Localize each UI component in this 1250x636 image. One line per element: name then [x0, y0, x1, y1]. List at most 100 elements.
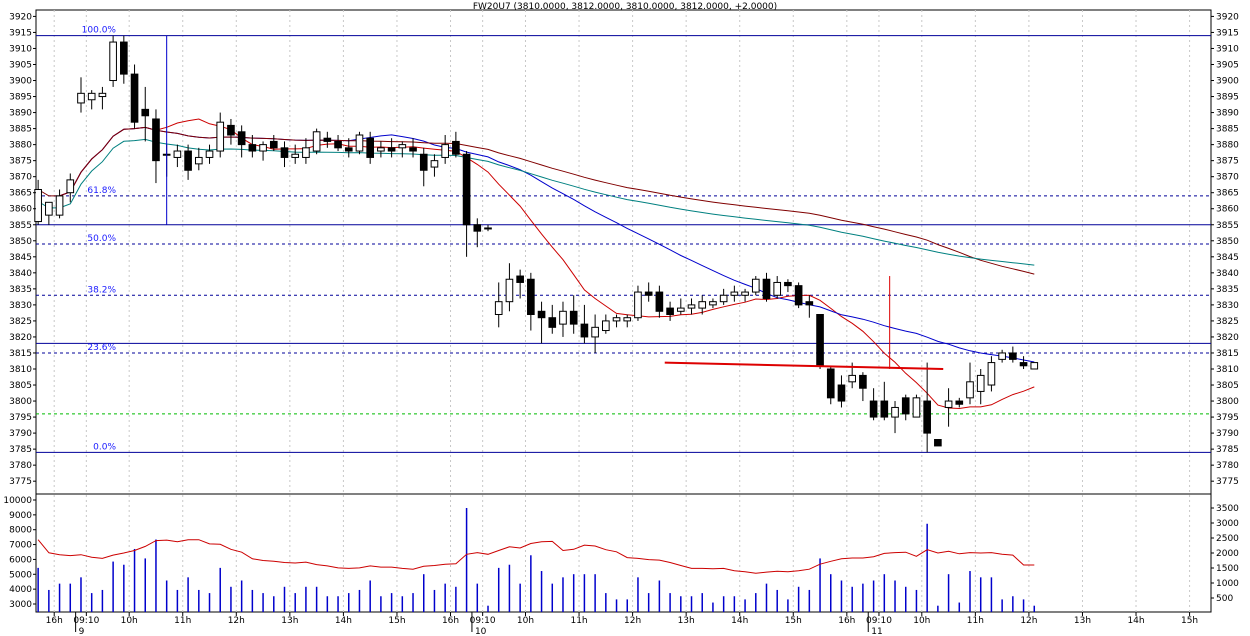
candle-up — [355, 134, 364, 152]
candle-down — [859, 374, 867, 389]
candle-up — [77, 92, 85, 104]
candle-up — [66, 179, 75, 194]
candle-down — [784, 281, 792, 287]
candle-down — [473, 224, 482, 232]
volume-tick-label-left: 3000 — [9, 600, 32, 610]
candle-down — [934, 439, 942, 447]
candle-up — [709, 301, 717, 306]
price-tick-label-right: 3820 — [1216, 333, 1239, 343]
volume-panel-frame — [35, 493, 1212, 613]
candle-down — [152, 118, 160, 162]
axes: 3775 3775 3780 3780 3785 3785 3790 3790 3795 3795… — [3, 12, 1239, 636]
candle-down — [344, 147, 353, 152]
price-tick-label-right: 3790 — [1216, 429, 1239, 439]
candle-down — [366, 137, 375, 158]
candle-up — [109, 41, 117, 82]
price-tick-label-left: 3795 — [9, 413, 32, 423]
price-tick-label-left: 3865 — [9, 189, 32, 199]
price-tick-label-right: 3900 — [1216, 77, 1239, 87]
candle-up — [676, 307, 685, 312]
time-tick-label: 16h — [838, 616, 855, 626]
price-tick-label-left: 3820 — [9, 333, 32, 343]
candle-up — [87, 92, 96, 101]
price-tick-label-left: 3875 — [9, 157, 32, 167]
time-tick-label: 16h — [442, 616, 459, 626]
volume-tick-label-left: 6000 — [9, 555, 32, 565]
time-tick-label: 15h — [388, 616, 405, 626]
candle-up — [291, 153, 300, 158]
price-tick-label-right: 3870 — [1216, 173, 1239, 183]
time-tick-label: 12h — [624, 616, 641, 626]
candle-down — [130, 73, 139, 123]
price-tick-label-right: 3800 — [1216, 397, 1239, 407]
candle-up — [912, 397, 921, 418]
volume-tick-label-left: 4000 — [9, 585, 32, 595]
time-tick-label: 15h — [1181, 616, 1198, 626]
candle-down — [901, 397, 910, 415]
support-trendline — [664, 361, 944, 370]
candle-up — [505, 278, 514, 303]
candle-down — [869, 400, 878, 418]
candle-up — [494, 301, 503, 316]
price-tick-label-left: 3825 — [9, 317, 32, 327]
candle-up — [634, 291, 642, 319]
candle-up — [194, 156, 203, 165]
candle-down — [387, 147, 396, 152]
time-tick-label: 14h — [1127, 616, 1144, 626]
price-tick-label-right: 3880 — [1216, 141, 1239, 151]
candle-down — [527, 278, 535, 316]
fibonacci-label: 0.0% — [93, 442, 116, 452]
price-tick-label-left: 3800 — [9, 397, 32, 407]
candle-up — [302, 147, 310, 158]
price-tick-label-right: 3835 — [1216, 285, 1239, 295]
day-label: 10 — [475, 627, 487, 636]
price-tick-label-right: 3840 — [1216, 269, 1239, 279]
volume-tick-label-right: 1000 — [1216, 579, 1239, 589]
candle-down — [419, 153, 428, 171]
grid — [53, 10, 1191, 612]
candle-down — [644, 291, 653, 296]
candle-down — [1009, 352, 1017, 360]
time-tick-label: 10h — [517, 616, 534, 626]
candle-down — [184, 150, 192, 171]
volume-tick-label-right: 3500 — [1216, 504, 1239, 514]
candle-down — [837, 384, 846, 402]
candle-up — [612, 317, 621, 322]
volume-average-line — [37, 539, 1035, 574]
time-tick-label: 13h — [281, 616, 298, 626]
price-tick-label-right: 3850 — [1216, 237, 1239, 247]
candle-down — [269, 140, 278, 149]
time-tick-label: 11h — [967, 616, 984, 626]
candle-up — [987, 362, 996, 386]
price-tick-label-right: 3810 — [1216, 365, 1239, 375]
day-label: 9 — [79, 627, 85, 636]
fibonacci-label: 23.6% — [87, 343, 116, 353]
volume-tick-label-left: 5000 — [9, 570, 32, 580]
candle-down — [141, 108, 150, 117]
price-tick-label-left: 3885 — [9, 125, 32, 135]
chart-title: FW20U7 (3810.0000, 3812.0000, 3810.0000,… — [473, 2, 777, 12]
candle-up — [891, 406, 899, 418]
fibonacci-label: 50.0% — [87, 234, 116, 244]
candle-down — [923, 400, 931, 434]
candle-up — [848, 374, 857, 383]
price-tick-label-left: 3790 — [9, 429, 32, 439]
price-tick-label-right: 3875 — [1216, 157, 1239, 167]
time-tick-label: 15h — [785, 616, 802, 626]
candle-down — [569, 310, 578, 325]
price-tick-label-left: 3780 — [9, 461, 32, 471]
candle-up — [430, 160, 439, 168]
time-tick-label: 10h — [913, 616, 930, 626]
price-tick-label-right: 3775 — [1216, 477, 1239, 487]
candle-down — [334, 140, 342, 149]
fibonacci-label: 38.2% — [87, 285, 116, 295]
candle-down — [409, 147, 417, 152]
volume-tick-label-left: 9000 — [9, 511, 32, 521]
price-tick-label-right: 3865 — [1216, 189, 1239, 199]
price-tick-label-right: 3805 — [1216, 381, 1239, 391]
price-panel-frame — [35, 9, 1212, 495]
time-tick-label: 09:10 — [866, 616, 892, 626]
price-tick-label-right: 3795 — [1216, 413, 1239, 423]
candle-up — [34, 188, 42, 223]
